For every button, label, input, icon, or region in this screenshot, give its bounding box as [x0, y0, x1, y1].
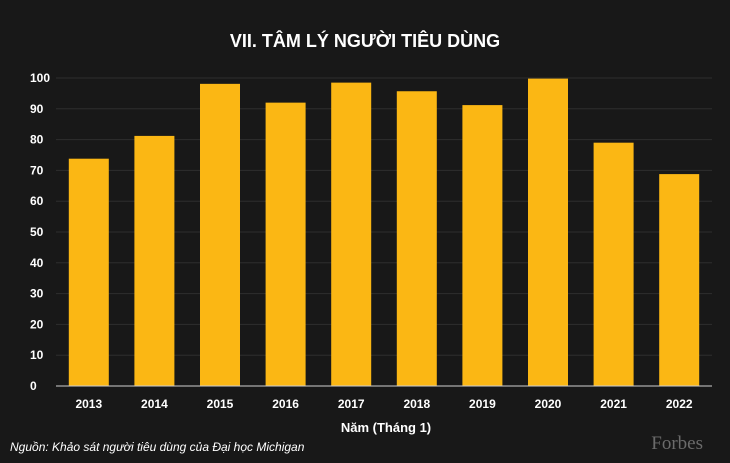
y-tick-label: 30 [30, 287, 44, 301]
bar-2018 [396, 91, 437, 386]
y-tick-label: 90 [30, 102, 44, 116]
x-tick-label: 2015 [207, 397, 234, 411]
bar-2020 [528, 78, 568, 386]
y-tick-label: 60 [30, 194, 44, 208]
bar-2019 [462, 105, 503, 386]
x-tick-label: 2018 [403, 397, 430, 411]
y-tick-label: 10 [30, 348, 44, 362]
x-tick-label: 2014 [141, 397, 168, 411]
x-axis-label: Năm (Tháng 1) [341, 420, 431, 435]
y-tick-label: 20 [30, 317, 44, 331]
bar-2016 [265, 102, 306, 386]
forbes-logo: Forbes [651, 433, 703, 454]
bar-2017 [331, 82, 372, 387]
y-axis-ticks: 0 10 20 30 40 50 60 70 80 90 100 [30, 71, 50, 393]
bars [68, 78, 700, 387]
y-tick-label: 100 [30, 71, 50, 85]
source-note: Nguồn: Khảo sát người tiêu dùng của Đại … [10, 440, 305, 454]
x-tick-label: 2020 [535, 397, 562, 411]
x-axis-ticks: 2013 2014 2015 2016 2017 2018 2019 2020 2021 2022 [75, 397, 692, 411]
x-tick-label: 2013 [75, 397, 102, 411]
x-tick-label: 2016 [272, 397, 299, 411]
x-tick-label: 2021 [600, 397, 627, 411]
y-tick-label: 70 [30, 163, 44, 177]
bar-2015 [200, 83, 240, 387]
chart-title: VII. TÂM LÝ NGƯỜI TIÊU DÙNG [230, 30, 500, 51]
y-tick-label: 0 [30, 379, 37, 393]
bar-2013 [68, 158, 109, 386]
y-tick-label: 40 [30, 256, 44, 270]
bar-2014 [134, 135, 175, 386]
x-tick-label: 2022 [666, 397, 693, 411]
y-tick-label: 80 [30, 133, 44, 147]
y-tick-label: 50 [30, 225, 44, 239]
bar-2021 [593, 142, 634, 386]
bar-2022 [659, 174, 700, 386]
x-tick-label: 2017 [338, 397, 365, 411]
x-tick-label: 2019 [469, 397, 496, 411]
